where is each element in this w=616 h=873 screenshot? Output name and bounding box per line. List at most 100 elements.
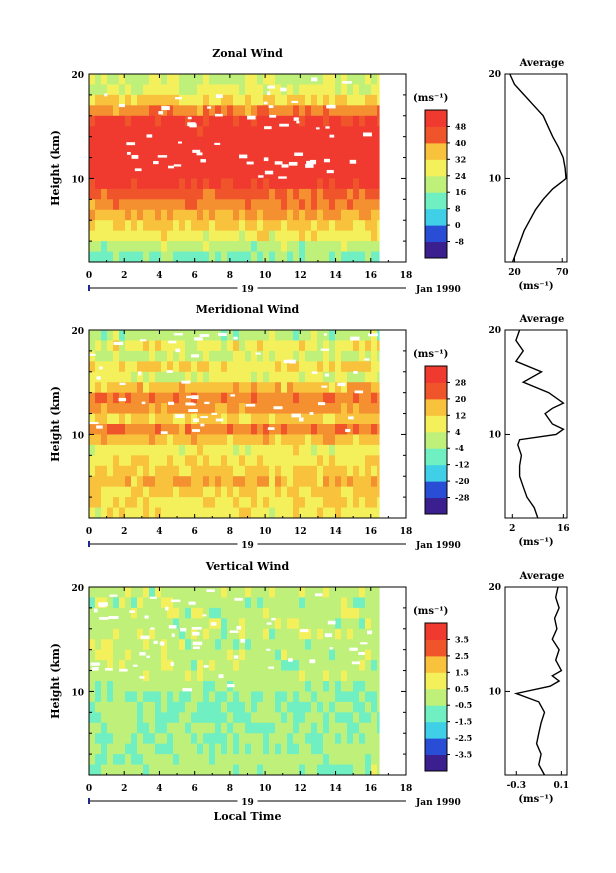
heatmap-cell: [311, 649, 317, 661]
heatmap-cell: [173, 361, 179, 373]
heatmap-cell: [89, 209, 95, 221]
heatmap-cell: [89, 754, 95, 766]
heatmap-cell: [173, 168, 179, 179]
heatmap-cell: [203, 251, 209, 263]
heatmap-cell: [179, 597, 185, 609]
heatmap-cell: [95, 382, 101, 394]
data-gap: [296, 120, 300, 124]
heatmap-cell: [257, 361, 263, 373]
heatmap-cell: [281, 681, 287, 692]
data-gap: [206, 589, 215, 593]
colorbar-tick-label: 24: [455, 171, 467, 181]
heatmap-cell: [125, 371, 131, 383]
heatmap-cell: [341, 392, 347, 404]
heatmap-cell: [185, 618, 191, 630]
heatmap-cell: [89, 639, 95, 651]
heatmap-cell: [155, 733, 161, 745]
heatmap-cell: [377, 392, 380, 404]
heatmap-cell: [119, 157, 125, 169]
heatmap-cell: [293, 105, 299, 117]
heatmap-cell: [359, 607, 365, 619]
colorbar-segment: [425, 497, 447, 515]
heatmap-cell: [197, 691, 203, 703]
heatmap-cell: [293, 350, 299, 362]
heatmap-cell: [245, 743, 251, 755]
heatmap-cell: [341, 230, 347, 242]
heatmap-cell: [359, 670, 365, 682]
heatmap-cell: [257, 639, 263, 651]
heatmap-cell: [245, 168, 251, 179]
data-gap: [118, 397, 127, 402]
data-gap: [211, 412, 218, 415]
heatmap-cell: [191, 105, 197, 117]
heatmap-cell: [89, 434, 95, 446]
heatmap-cell: [293, 639, 299, 651]
data-gap: [349, 159, 357, 164]
heatmap-cell: [293, 126, 299, 138]
heatmap-cell: [251, 94, 257, 106]
heatmap-cell: [107, 157, 113, 169]
heatmap-cell: [179, 136, 185, 148]
heatmap-cell: [311, 486, 317, 498]
heatmap-cell: [359, 743, 365, 755]
heatmap-cell: [191, 434, 197, 446]
heatmap-cell: [317, 701, 323, 713]
heatmap-cell: [293, 330, 299, 341]
heatmap-cell: [323, 157, 329, 169]
data-gap: [192, 641, 203, 646]
heatmap-cell: [197, 126, 203, 138]
heatmap-cell: [293, 670, 299, 682]
heatmap-cell: [239, 371, 245, 383]
heatmap-cell: [95, 350, 101, 362]
heatmap-cell: [233, 371, 239, 383]
heatmap-cell: [161, 241, 167, 253]
heatmap-cell: [293, 209, 299, 221]
heatmap-cell: [143, 486, 149, 498]
heatmap-cell: [239, 350, 245, 362]
heatmap-cell: [335, 670, 341, 682]
heatmap-cell: [287, 168, 293, 179]
heatmap-cell: [95, 618, 101, 630]
heatmap-cell: [125, 126, 131, 138]
heatmap-cell: [347, 607, 353, 619]
heatmap-cell: [323, 649, 329, 661]
heatmap-cell: [377, 507, 380, 519]
heatmap-cell: [179, 681, 185, 692]
x-tick-label: 8: [227, 784, 233, 794]
heatmap-cell: [167, 722, 173, 734]
heatmap-cell: [221, 764, 227, 776]
heatmap-cell: [359, 497, 365, 509]
heatmap-cell: [371, 147, 377, 159]
average-x-tick-label: 0.1: [554, 781, 570, 791]
data-gap: [269, 114, 277, 118]
heatmap-cell: [95, 476, 101, 488]
heatmap-cell: [245, 618, 251, 630]
heatmap-cell: [107, 743, 113, 755]
heatmap-cell: [131, 701, 137, 713]
heatmap-cell: [245, 607, 251, 619]
heatmap-cell: [203, 628, 209, 640]
heatmap-cell: [305, 486, 311, 498]
heatmap-cell: [335, 126, 341, 138]
heatmap-cell: [281, 639, 287, 651]
heatmap-cell: [149, 486, 155, 498]
heatmap-cell: [287, 330, 293, 341]
heatmap-cell: [305, 722, 311, 734]
heatmap-cell: [287, 444, 293, 456]
heatmap-cell: [365, 199, 371, 211]
heatmap-cell: [179, 497, 185, 509]
heatmap-cell: [359, 251, 365, 263]
heatmap-cell: [305, 105, 311, 117]
heatmap-cell: [371, 209, 377, 221]
heatmap-cell: [95, 764, 101, 776]
heatmap-cell: [257, 168, 263, 179]
heatmap-cell: [197, 587, 203, 598]
heatmap-cell: [89, 230, 95, 242]
heatmap-cell: [203, 497, 209, 509]
heatmap-cell: [329, 670, 335, 682]
heatmap-cell: [173, 712, 179, 724]
heatmap-cell: [101, 147, 107, 159]
heatmap-cell: [221, 74, 227, 85]
heatmap-cell: [263, 764, 269, 776]
